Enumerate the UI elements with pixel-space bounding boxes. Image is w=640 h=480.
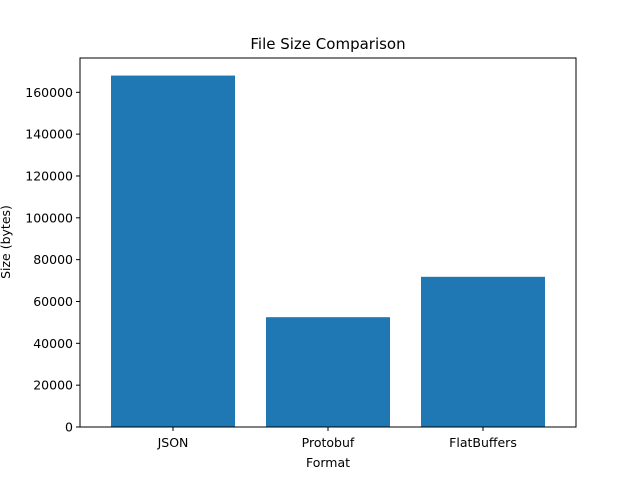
y-axis-label: Size (bytes) — [0, 205, 13, 279]
chart-title: File Size Comparison — [250, 35, 405, 53]
y-axis-ticks: 0 20000 40000 60000 80000 100000 120000 140000 1… — [25, 85, 80, 435]
y-tick-label: 100000 — [25, 210, 73, 225]
y-tick-label: 80000 — [33, 252, 73, 267]
bar-flatbuffers — [421, 276, 545, 427]
x-tick-label: FlatBuffers — [449, 435, 517, 450]
bars-group — [111, 75, 545, 427]
x-axis-ticks: JSON Protobuf FlatBuffers — [157, 427, 517, 450]
y-tick-label: 0 — [65, 420, 73, 435]
y-tick-label: 160000 — [25, 85, 73, 100]
plot-frame — [79, 57, 577, 428]
bar-json — [111, 75, 235, 427]
x-tick-label: Protobuf — [302, 435, 355, 450]
y-tick-label: 140000 — [25, 127, 73, 142]
y-tick-label: 60000 — [33, 294, 73, 309]
y-tick-label: 40000 — [33, 336, 73, 351]
x-tick-label: JSON — [157, 435, 189, 450]
y-tick-label: 120000 — [25, 168, 73, 183]
bar-protobuf — [266, 317, 390, 427]
y-tick-label: 20000 — [33, 378, 73, 393]
x-axis-label: Format — [306, 455, 350, 470]
